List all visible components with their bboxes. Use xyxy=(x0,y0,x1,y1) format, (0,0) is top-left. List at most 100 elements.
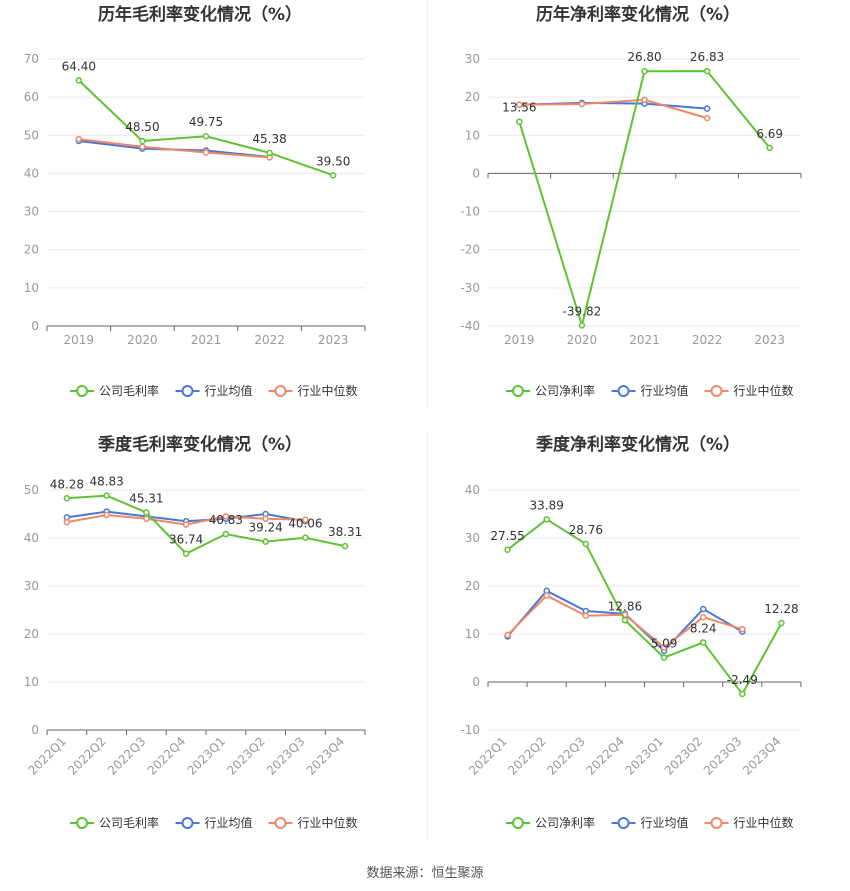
data-label: -39.82 xyxy=(563,304,602,318)
data-label: 12.28 xyxy=(764,602,798,616)
point-company xyxy=(504,546,511,554)
legend-label-company: 公司毛利率 xyxy=(99,383,159,398)
point-avg xyxy=(703,105,711,112)
point-median xyxy=(75,135,83,143)
x-tick-label: 2023Q4 xyxy=(740,734,784,778)
point-company xyxy=(703,67,711,75)
data-label: 33.89 xyxy=(530,498,564,512)
data-label: 64.40 xyxy=(62,59,96,73)
legend-swatch-marker xyxy=(274,817,287,829)
point-median xyxy=(63,518,71,526)
data-label: 40.83 xyxy=(209,513,243,527)
legend-swatch-marker xyxy=(617,385,630,397)
x-tick-label: 2022Q2 xyxy=(505,734,549,778)
y-tick-label: 30 xyxy=(24,205,39,219)
point-median xyxy=(543,592,550,599)
x-tick-label: 2022Q1 xyxy=(25,734,69,778)
series-line-company xyxy=(506,518,783,696)
x-tick-label: 2022 xyxy=(692,333,723,347)
chart-annual-gross-margin: 历年毛利率变化情况（%） 0 10 20 30 40 50 60 70 2019 2020 2021 2… xyxy=(24,4,366,398)
legend-swatch-marker xyxy=(710,817,723,829)
point-median xyxy=(641,96,648,104)
legend-label-avg: 行业均值 xyxy=(641,815,689,830)
point-company xyxy=(75,77,83,84)
legend-swatch-marker xyxy=(76,385,88,397)
legend-swatch-marker xyxy=(512,817,524,829)
legend-label-avg: 行业均值 xyxy=(641,383,689,398)
point-company xyxy=(329,172,337,179)
point-company xyxy=(341,542,349,550)
point-company xyxy=(202,132,210,140)
x-tick-label: 2022Q3 xyxy=(544,734,588,778)
data-label: 48.83 xyxy=(89,475,123,489)
data-label: 26.83 xyxy=(690,50,724,64)
data-label: 5.09 xyxy=(651,637,678,651)
data-source: 数据来源：恒生聚源 xyxy=(366,866,484,881)
point-company xyxy=(699,639,707,646)
point-median xyxy=(202,149,210,156)
y-tick-label: 0 xyxy=(31,723,39,737)
y-tick-label: 0 xyxy=(472,166,480,180)
point-median xyxy=(302,516,309,524)
data-label: 12.86 xyxy=(608,599,642,613)
series-line-company xyxy=(66,494,346,555)
y-tick-label: 30 xyxy=(465,52,480,66)
point-median xyxy=(582,612,590,620)
y-tick-label: 30 xyxy=(24,579,39,593)
legend-label-company: 公司毛利率 xyxy=(99,815,159,830)
chart-quarterly-gross-margin: 季度毛利率变化情况（%）010203040502022Q12022Q22022Q… xyxy=(24,434,366,830)
point-company xyxy=(739,690,746,698)
legend-label-median: 行业中位数 xyxy=(298,815,358,830)
y-tick-label: 50 xyxy=(24,483,39,497)
data-label: 45.38 xyxy=(252,132,286,146)
series-line-median xyxy=(78,138,270,159)
point-median xyxy=(262,515,269,523)
point-company xyxy=(222,530,230,538)
legend-label-avg: 行业均值 xyxy=(205,815,253,830)
data-label: 49.75 xyxy=(189,115,223,129)
chart-title: 季度毛利率变化情况（%） xyxy=(98,434,302,455)
data-label: 48.28 xyxy=(50,477,84,491)
x-tick-label: 2020 xyxy=(567,333,598,347)
point-median xyxy=(699,613,707,621)
y-tick-label: 50 xyxy=(24,128,39,142)
legend-swatch-marker xyxy=(710,385,723,397)
point-median xyxy=(143,515,150,523)
data-label: -2.49 xyxy=(727,673,758,687)
legend-label-avg: 行业均值 xyxy=(205,383,253,398)
legend-swatch-marker xyxy=(617,817,630,829)
point-company xyxy=(182,550,190,557)
data-label: 38.31 xyxy=(328,525,362,539)
data-label: 45.31 xyxy=(129,492,163,506)
point-company xyxy=(262,538,269,545)
x-tick-label: 2023Q3 xyxy=(701,734,745,778)
y-tick-label: -10 xyxy=(460,723,480,737)
point-avg xyxy=(699,605,707,613)
point-company xyxy=(778,619,785,627)
data-label: 27.55 xyxy=(490,529,524,543)
x-tick-label: 2022 xyxy=(254,333,285,347)
chart-title: 历年毛利率变化情况（%） xyxy=(98,4,302,25)
y-tick-label: 0 xyxy=(472,675,480,689)
point-company xyxy=(266,149,273,157)
chart-title: 历年净利率变化情况（%） xyxy=(536,4,740,25)
x-tick-label: 2019 xyxy=(64,333,95,347)
chart-quarterly-net-margin: 季度净利率变化情况（%）-100102030402022Q12022Q22022… xyxy=(460,434,802,830)
point-company xyxy=(103,492,110,499)
point-company xyxy=(660,654,668,661)
x-tick-label: 2023 xyxy=(754,333,785,347)
series-line-company xyxy=(518,70,771,330)
legend-swatch-marker xyxy=(512,385,524,397)
x-tick-label: 2022Q2 xyxy=(65,734,109,778)
data-label: 39.24 xyxy=(248,521,282,535)
data-label: 48.50 xyxy=(125,120,159,134)
chart-annual-net-margin: 历年净利率变化情况（%） -40 -30 -20 -10 0 10 20 30 2019 2020 2… xyxy=(460,4,802,398)
point-median xyxy=(660,644,668,651)
point-company xyxy=(516,118,523,125)
y-tick-label: 40 xyxy=(465,483,480,497)
y-tick-label: 70 xyxy=(24,52,39,66)
point-company xyxy=(139,137,146,145)
data-label: 28.76 xyxy=(569,523,603,537)
data-label: 26.80 xyxy=(627,50,661,64)
point-company xyxy=(302,534,309,541)
